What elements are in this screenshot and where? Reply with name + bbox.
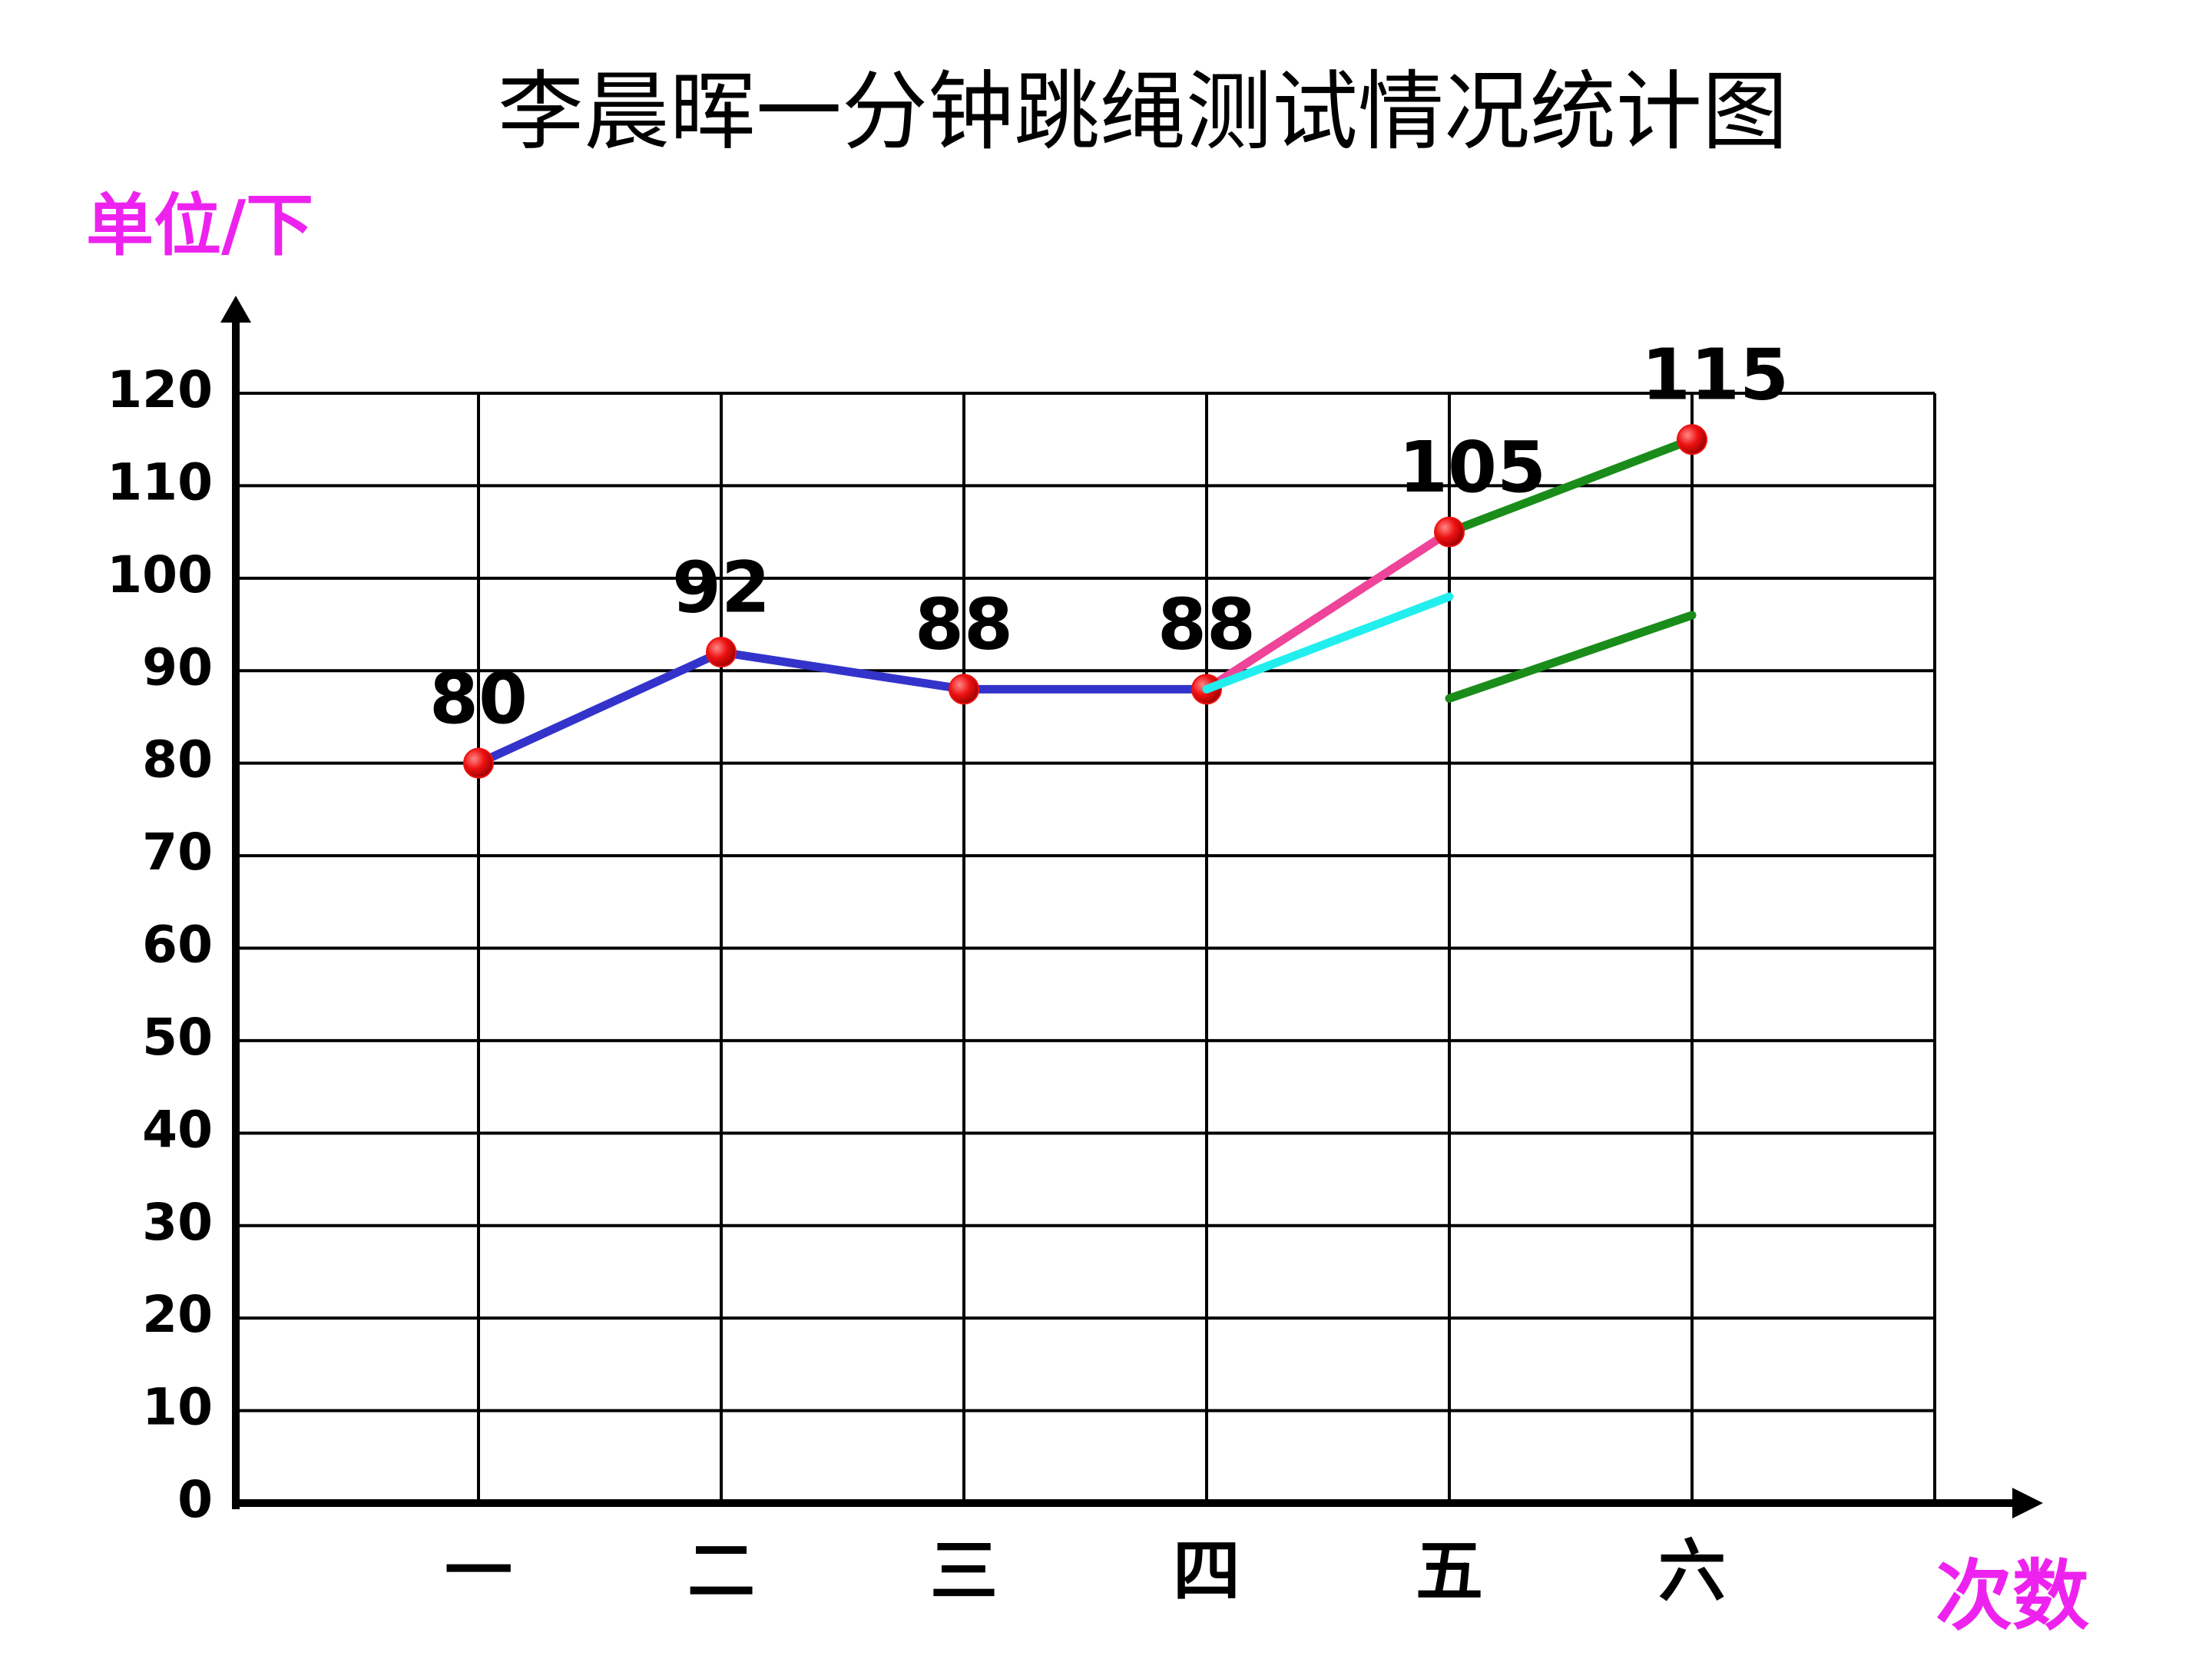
y-tick-label: 120 [107,360,213,419]
data-label: 80 [429,657,528,740]
y-tick-label: 70 [142,823,213,882]
data-label: 88 [1157,584,1256,666]
y-axis-arrow [220,296,251,323]
y-tick-label: 50 [142,1008,213,1067]
y-tick-label: 0 [177,1470,213,1529]
data-label: 115 [1641,334,1789,416]
line-segment [474,647,726,768]
y-tick-label: 30 [142,1193,213,1252]
point [1434,516,1465,548]
point [706,637,737,668]
line-segment [1202,592,1454,694]
y-tick-label: 110 [107,452,213,512]
x-tick-label: 四 [1173,1532,1240,1611]
y-axis-label: 单位/下 [86,186,313,265]
x-tick-label: 五 [1416,1532,1483,1611]
chart-title: 李晨晖一分钟跳绳测试情况统计图 [498,62,1788,162]
data-label: 88 [915,584,1013,666]
x-tick-label: 六 [1658,1532,1726,1611]
line-segment [717,647,969,694]
y-tick-label: 10 [142,1378,213,1437]
y-tick-label: 90 [142,637,213,697]
x-axis-label: 次数 [1936,1551,2089,1641]
x-axis-arrow [2012,1488,2043,1518]
y-tick-label: 20 [142,1285,213,1344]
line-segment [1202,528,1454,694]
data-label: 105 [1399,426,1546,508]
y-tick-label: 80 [142,730,213,790]
line-segment [1445,435,1697,537]
x-tick-label: 二 [687,1532,755,1611]
point [949,674,979,705]
x-tick-label: 三 [930,1532,998,1611]
data-label: 92 [672,547,770,629]
line-segment [1445,611,1697,703]
x-tick-label: 一 [445,1532,512,1611]
y-tick-label: 60 [142,916,213,975]
point [1677,424,1707,455]
y-tick-label: 40 [142,1100,213,1159]
point [463,747,494,779]
y-tick-label: 100 [107,545,213,604]
